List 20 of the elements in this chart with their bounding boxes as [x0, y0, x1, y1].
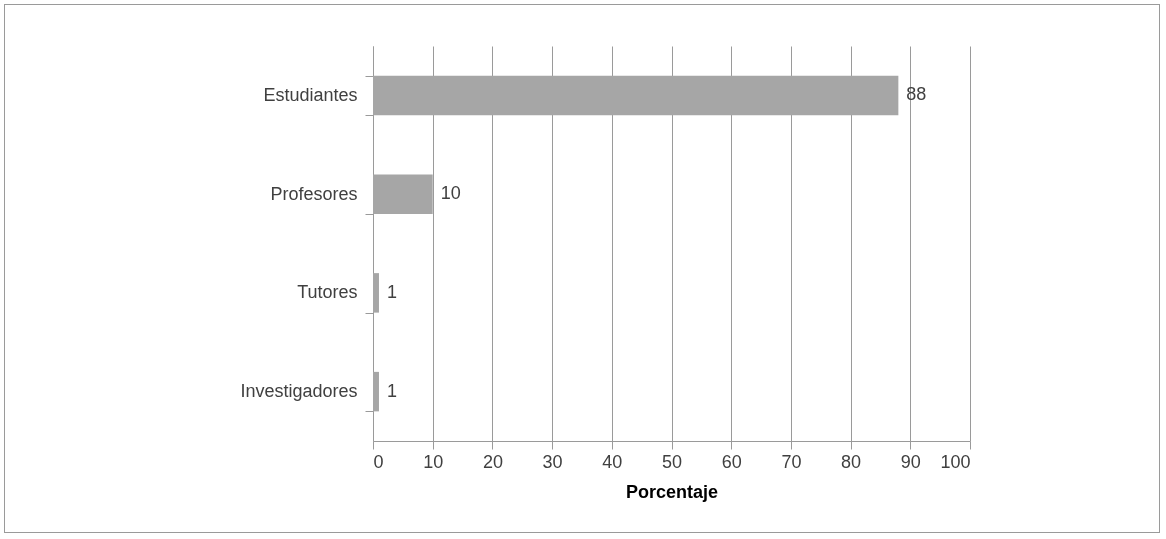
data-label: 1 [386, 380, 397, 401]
x-tick-label: 30 [542, 451, 563, 472]
x-tick-label: 40 [602, 451, 623, 472]
x-tick-label: 60 [721, 451, 742, 472]
x-tick-label: 70 [781, 451, 802, 472]
data-label: 1 [386, 281, 397, 302]
x-tick-label: 10 [423, 451, 444, 472]
y-tick-label: Investigadores [240, 381, 358, 402]
data-label: 10 [440, 183, 461, 204]
x-tick-label: 80 [841, 451, 862, 472]
x-tick-label: 100 [940, 451, 971, 472]
x-tick-label: 50 [661, 451, 683, 472]
y-tick-label: Profesores [270, 183, 358, 204]
y-tick-label: Estudiantes [263, 84, 358, 105]
x-tick-label: 20 [482, 451, 503, 472]
data-label: 88 [906, 84, 927, 105]
x-axis-title: Porcentaje [625, 481, 719, 502]
x-tick-label: 0 [373, 451, 384, 472]
x-tick-label: 90 [900, 451, 921, 472]
y-tick-label: Tutores [297, 282, 358, 303]
